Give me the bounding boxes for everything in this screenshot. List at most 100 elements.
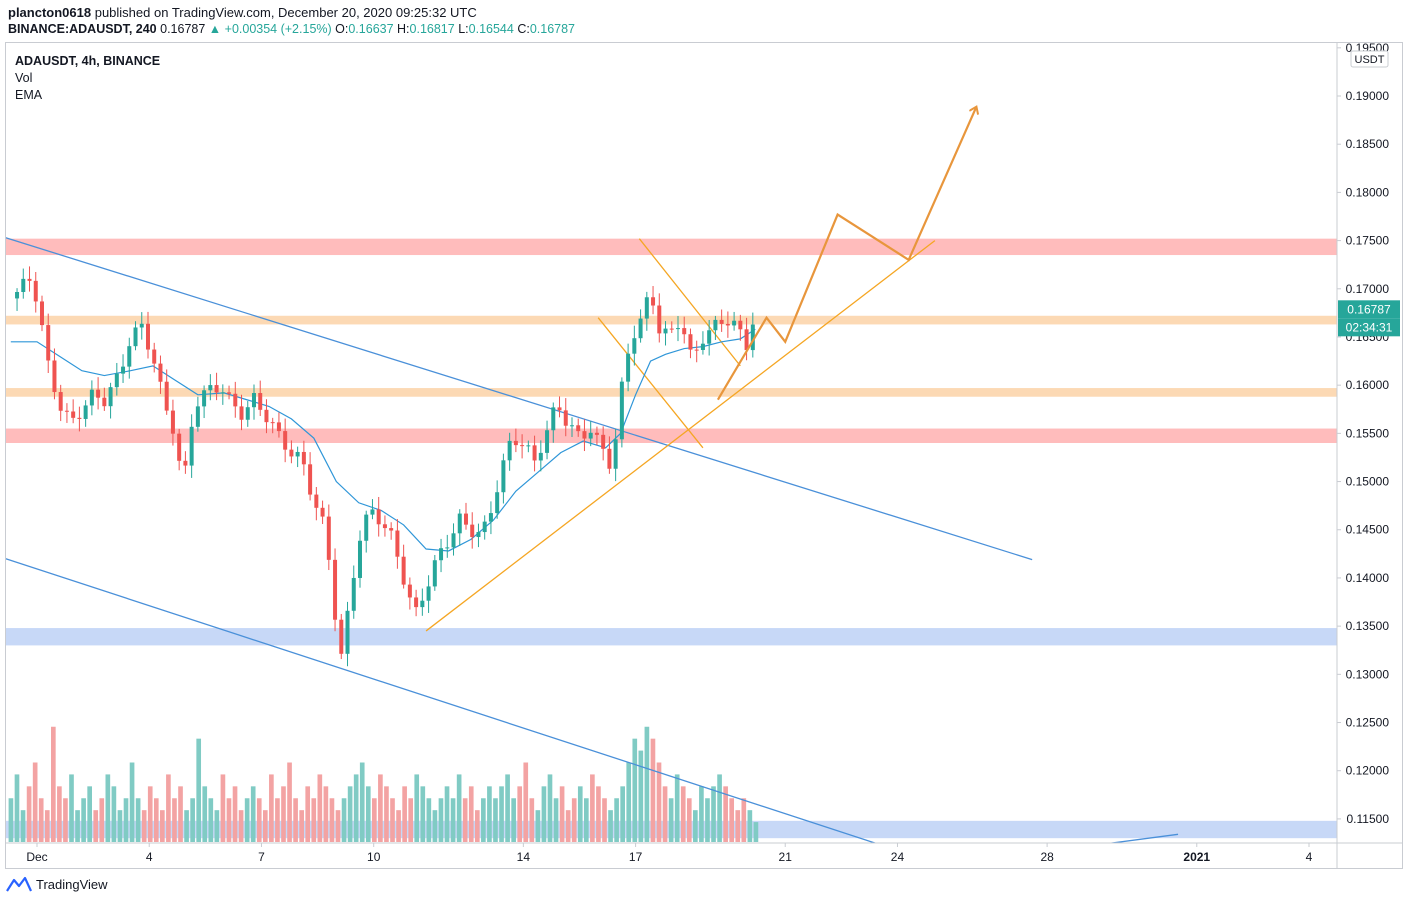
candle[interactable] bbox=[333, 548, 338, 632]
candle[interactable] bbox=[251, 384, 256, 420]
candle[interactable] bbox=[538, 440, 543, 472]
candle[interactable] bbox=[707, 319, 712, 356]
candle[interactable] bbox=[713, 315, 718, 340]
candle[interactable] bbox=[27, 266, 32, 292]
candle[interactable] bbox=[39, 295, 44, 332]
candle[interactable] bbox=[551, 402, 556, 443]
author-name[interactable]: plancton0618 bbox=[8, 5, 92, 20]
candle[interactable] bbox=[569, 417, 574, 437]
candle[interactable] bbox=[202, 385, 207, 419]
legend-vol[interactable]: Vol bbox=[15, 71, 33, 85]
candle[interactable] bbox=[195, 396, 200, 432]
candle[interactable] bbox=[644, 291, 649, 331]
candle[interactable] bbox=[351, 565, 356, 619]
candle[interactable] bbox=[594, 426, 599, 445]
candle[interactable] bbox=[170, 399, 175, 446]
candle[interactable] bbox=[295, 446, 300, 468]
candle[interactable] bbox=[651, 286, 656, 315]
candle[interactable] bbox=[239, 394, 244, 431]
projection-path[interactable] bbox=[716, 108, 976, 401]
candle[interactable] bbox=[376, 496, 381, 537]
candle[interactable] bbox=[214, 372, 219, 401]
candle[interactable] bbox=[127, 337, 132, 379]
candle[interactable] bbox=[513, 428, 518, 453]
candle[interactable] bbox=[432, 554, 437, 591]
candle[interactable] bbox=[220, 384, 225, 405]
rising-support-line[interactable] bbox=[425, 240, 936, 632]
candle[interactable] bbox=[108, 382, 113, 419]
candle[interactable] bbox=[588, 421, 593, 447]
candle[interactable] bbox=[389, 522, 394, 540]
candle[interactable] bbox=[114, 362, 119, 396]
candle[interactable] bbox=[451, 523, 456, 556]
candle[interactable] bbox=[283, 418, 288, 463]
candle[interactable] bbox=[414, 589, 419, 617]
candle[interactable] bbox=[339, 613, 344, 660]
candle[interactable] bbox=[563, 398, 568, 437]
candle[interactable] bbox=[476, 523, 481, 548]
candle[interactable] bbox=[407, 577, 412, 610]
candle[interactable] bbox=[270, 417, 275, 434]
candle[interactable] bbox=[158, 355, 163, 394]
candle[interactable] bbox=[15, 288, 20, 311]
candle[interactable] bbox=[750, 312, 755, 358]
candle[interactable] bbox=[320, 500, 325, 524]
candle[interactable] bbox=[314, 486, 319, 521]
channel-lower-line[interactable] bbox=[0, 557, 916, 857]
channel-upper-line[interactable] bbox=[0, 236, 1033, 561]
candle[interactable] bbox=[183, 451, 188, 474]
flag-upper-line[interactable] bbox=[638, 238, 741, 367]
candle[interactable] bbox=[364, 510, 369, 553]
candle[interactable] bbox=[669, 321, 674, 333]
candle[interactable] bbox=[582, 419, 587, 452]
candle[interactable] bbox=[46, 313, 51, 374]
candle[interactable] bbox=[657, 293, 662, 343]
candle[interactable] bbox=[607, 436, 612, 474]
candle[interactable] bbox=[682, 316, 687, 344]
candle[interactable] bbox=[21, 268, 26, 299]
candle[interactable] bbox=[520, 434, 525, 459]
candle[interactable] bbox=[576, 418, 581, 437]
candle[interactable] bbox=[227, 385, 232, 400]
candle[interactable] bbox=[308, 452, 313, 501]
candle[interactable] bbox=[133, 321, 138, 351]
candle[interactable] bbox=[420, 588, 425, 616]
candle[interactable] bbox=[675, 316, 680, 342]
candle[interactable] bbox=[233, 381, 238, 418]
candle[interactable] bbox=[276, 412, 281, 438]
candle[interactable] bbox=[357, 530, 362, 588]
candle[interactable] bbox=[370, 499, 375, 520]
candle[interactable] bbox=[395, 519, 400, 569]
lower-right-line[interactable] bbox=[1010, 833, 1179, 856]
candle[interactable] bbox=[738, 314, 743, 341]
candle[interactable] bbox=[33, 271, 38, 313]
candle[interactable] bbox=[426, 575, 431, 613]
candle[interactable] bbox=[164, 369, 169, 415]
candle[interactable] bbox=[401, 544, 406, 589]
candle[interactable] bbox=[102, 387, 107, 411]
candle[interactable] bbox=[601, 426, 606, 461]
candle[interactable] bbox=[83, 400, 88, 427]
candle[interactable] bbox=[507, 432, 512, 471]
candle[interactable] bbox=[545, 420, 550, 460]
candle[interactable] bbox=[258, 380, 263, 417]
tradingview-footer[interactable]: TradingView bbox=[6, 876, 108, 892]
candle[interactable] bbox=[626, 343, 631, 392]
candle[interactable] bbox=[345, 601, 350, 667]
candle[interactable] bbox=[732, 311, 737, 331]
candle[interactable] bbox=[470, 512, 475, 549]
legend-ema[interactable]: EMA bbox=[15, 88, 43, 102]
candle[interactable] bbox=[532, 435, 537, 472]
candle[interactable] bbox=[245, 400, 250, 427]
candle[interactable] bbox=[719, 309, 724, 332]
candle[interactable] bbox=[557, 396, 562, 418]
candle[interactable] bbox=[177, 428, 182, 471]
candle[interactable] bbox=[58, 384, 63, 422]
candle[interactable] bbox=[482, 515, 487, 540]
candle[interactable] bbox=[700, 331, 705, 355]
candle[interactable] bbox=[71, 399, 76, 424]
candle[interactable] bbox=[96, 377, 101, 410]
candle[interactable] bbox=[382, 515, 387, 537]
candle[interactable] bbox=[301, 440, 306, 476]
